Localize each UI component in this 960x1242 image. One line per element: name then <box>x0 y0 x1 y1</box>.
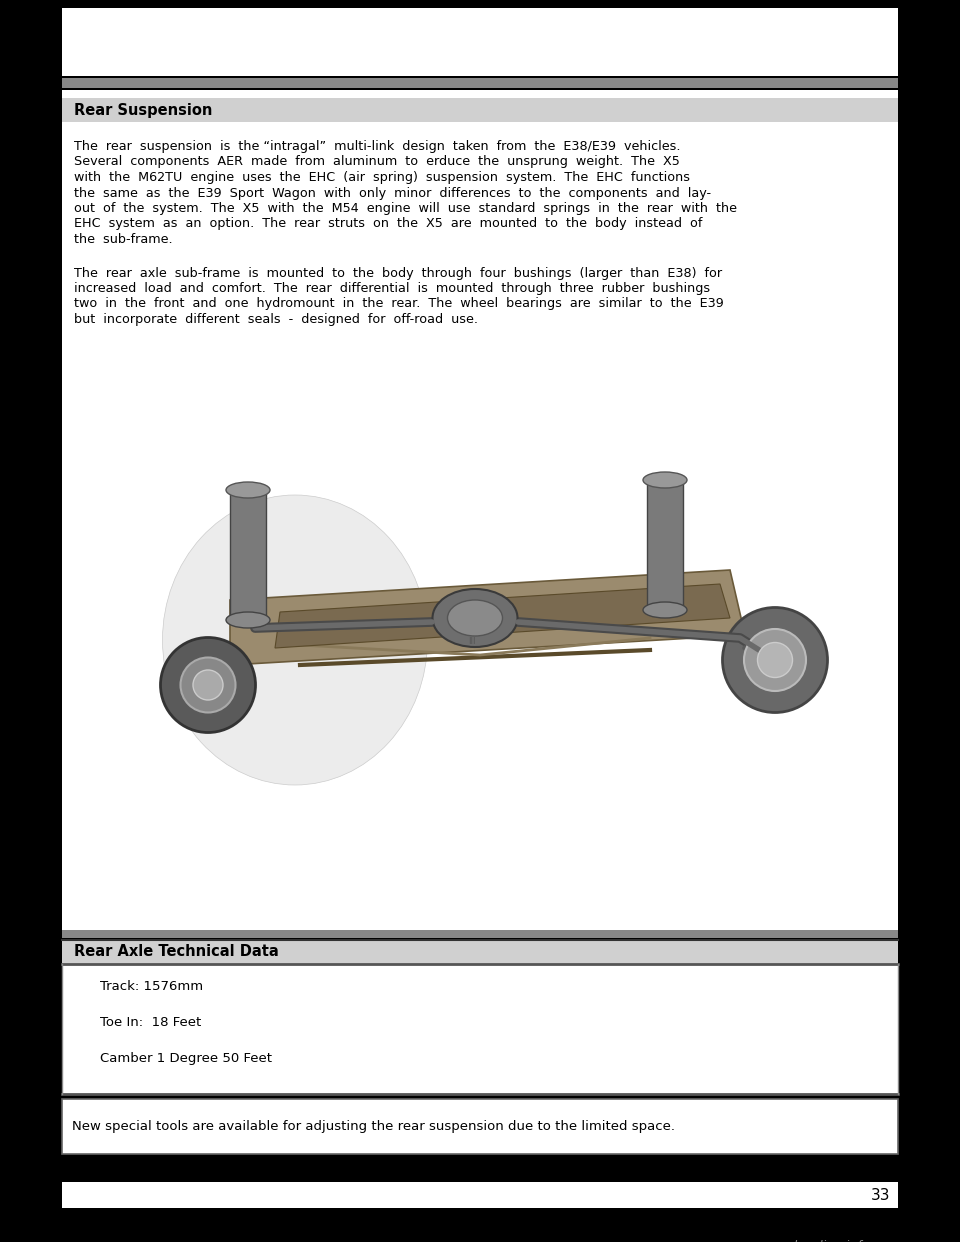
Bar <box>62 1099 898 1154</box>
Text: out  of  the  system.  The  X5  with  the  M54  engine  will  use  standard  spr: out of the system. The X5 with the M54 e… <box>74 202 737 215</box>
Text: The  rear  axle  sub-frame  is  mounted  to  the  body  through  four  bushings : The rear axle sub-frame is mounted to th… <box>74 267 722 279</box>
Bar <box>62 964 898 1094</box>
Bar <box>62 930 898 938</box>
Ellipse shape <box>433 589 517 647</box>
Text: carmanualsonline.info: carmanualsonline.info <box>732 1240 870 1242</box>
Polygon shape <box>275 584 730 648</box>
Text: the  same  as  the  E39  Sport  Wagon  with  only  minor  differences  to  the  : the same as the E39 Sport Wagon with onl… <box>74 186 711 200</box>
Text: Toe In:  18 Feet: Toe In: 18 Feet <box>100 1016 202 1030</box>
Text: Track: 1576mm: Track: 1576mm <box>100 980 204 994</box>
FancyBboxPatch shape <box>230 491 266 620</box>
Ellipse shape <box>643 602 687 619</box>
Ellipse shape <box>226 612 270 628</box>
Text: New special tools are available for adjusting the rear suspension due to the lim: New special tools are available for adju… <box>72 1120 675 1133</box>
Ellipse shape <box>744 628 806 691</box>
Polygon shape <box>230 570 745 664</box>
Ellipse shape <box>193 669 223 700</box>
Ellipse shape <box>162 496 427 785</box>
Text: The  rear  suspension  is  the “intragal”  multi-link  design  taken  from  the : The rear suspension is the “intragal” mu… <box>74 140 681 153</box>
Bar <box>62 1154 898 1179</box>
Bar <box>62 940 898 964</box>
Bar <box>62 1182 898 1208</box>
Ellipse shape <box>643 472 687 488</box>
Ellipse shape <box>723 607 828 713</box>
Text: but  incorporate  different  seals  -  designed  for  off-road  use.: but incorporate different seals - design… <box>74 313 478 325</box>
Text: III: III <box>468 637 476 647</box>
Text: EHC  system  as  an  option.  The  rear  struts  on  the  X5  are  mounted  to  : EHC system as an option. The rear struts… <box>74 217 703 231</box>
Text: Rear Suspension: Rear Suspension <box>74 103 212 118</box>
Ellipse shape <box>226 482 270 498</box>
Bar <box>62 7 898 76</box>
Bar <box>62 98 898 122</box>
Text: Rear Axle Technical Data: Rear Axle Technical Data <box>74 944 278 960</box>
Text: Camber 1 Degree 50 Feet: Camber 1 Degree 50 Feet <box>100 1052 272 1064</box>
Text: Several  components  AER  made  from  aluminum  to  erduce  the  unsprung  weigh: Several components AER made from aluminu… <box>74 155 680 169</box>
Ellipse shape <box>180 657 235 713</box>
Text: 33: 33 <box>871 1187 890 1202</box>
Bar <box>62 78 898 88</box>
Text: increased  load  and  comfort.  The  rear  differential  is  mounted  through  t: increased load and comfort. The rear dif… <box>74 282 710 296</box>
Bar <box>62 89 898 930</box>
Text: the  sub-frame.: the sub-frame. <box>74 233 173 246</box>
Ellipse shape <box>447 600 502 636</box>
Text: with  the  M62TU  engine  uses  the  EHC  (air  spring)  suspension  system.  Th: with the M62TU engine uses the EHC (air … <box>74 171 690 184</box>
Text: two  in  the  front  and  one  hydromount  in  the  rear.  The  wheel  bearings : two in the front and one hydromount in t… <box>74 298 724 310</box>
Ellipse shape <box>160 637 255 733</box>
FancyBboxPatch shape <box>647 479 683 610</box>
Ellipse shape <box>757 642 793 677</box>
